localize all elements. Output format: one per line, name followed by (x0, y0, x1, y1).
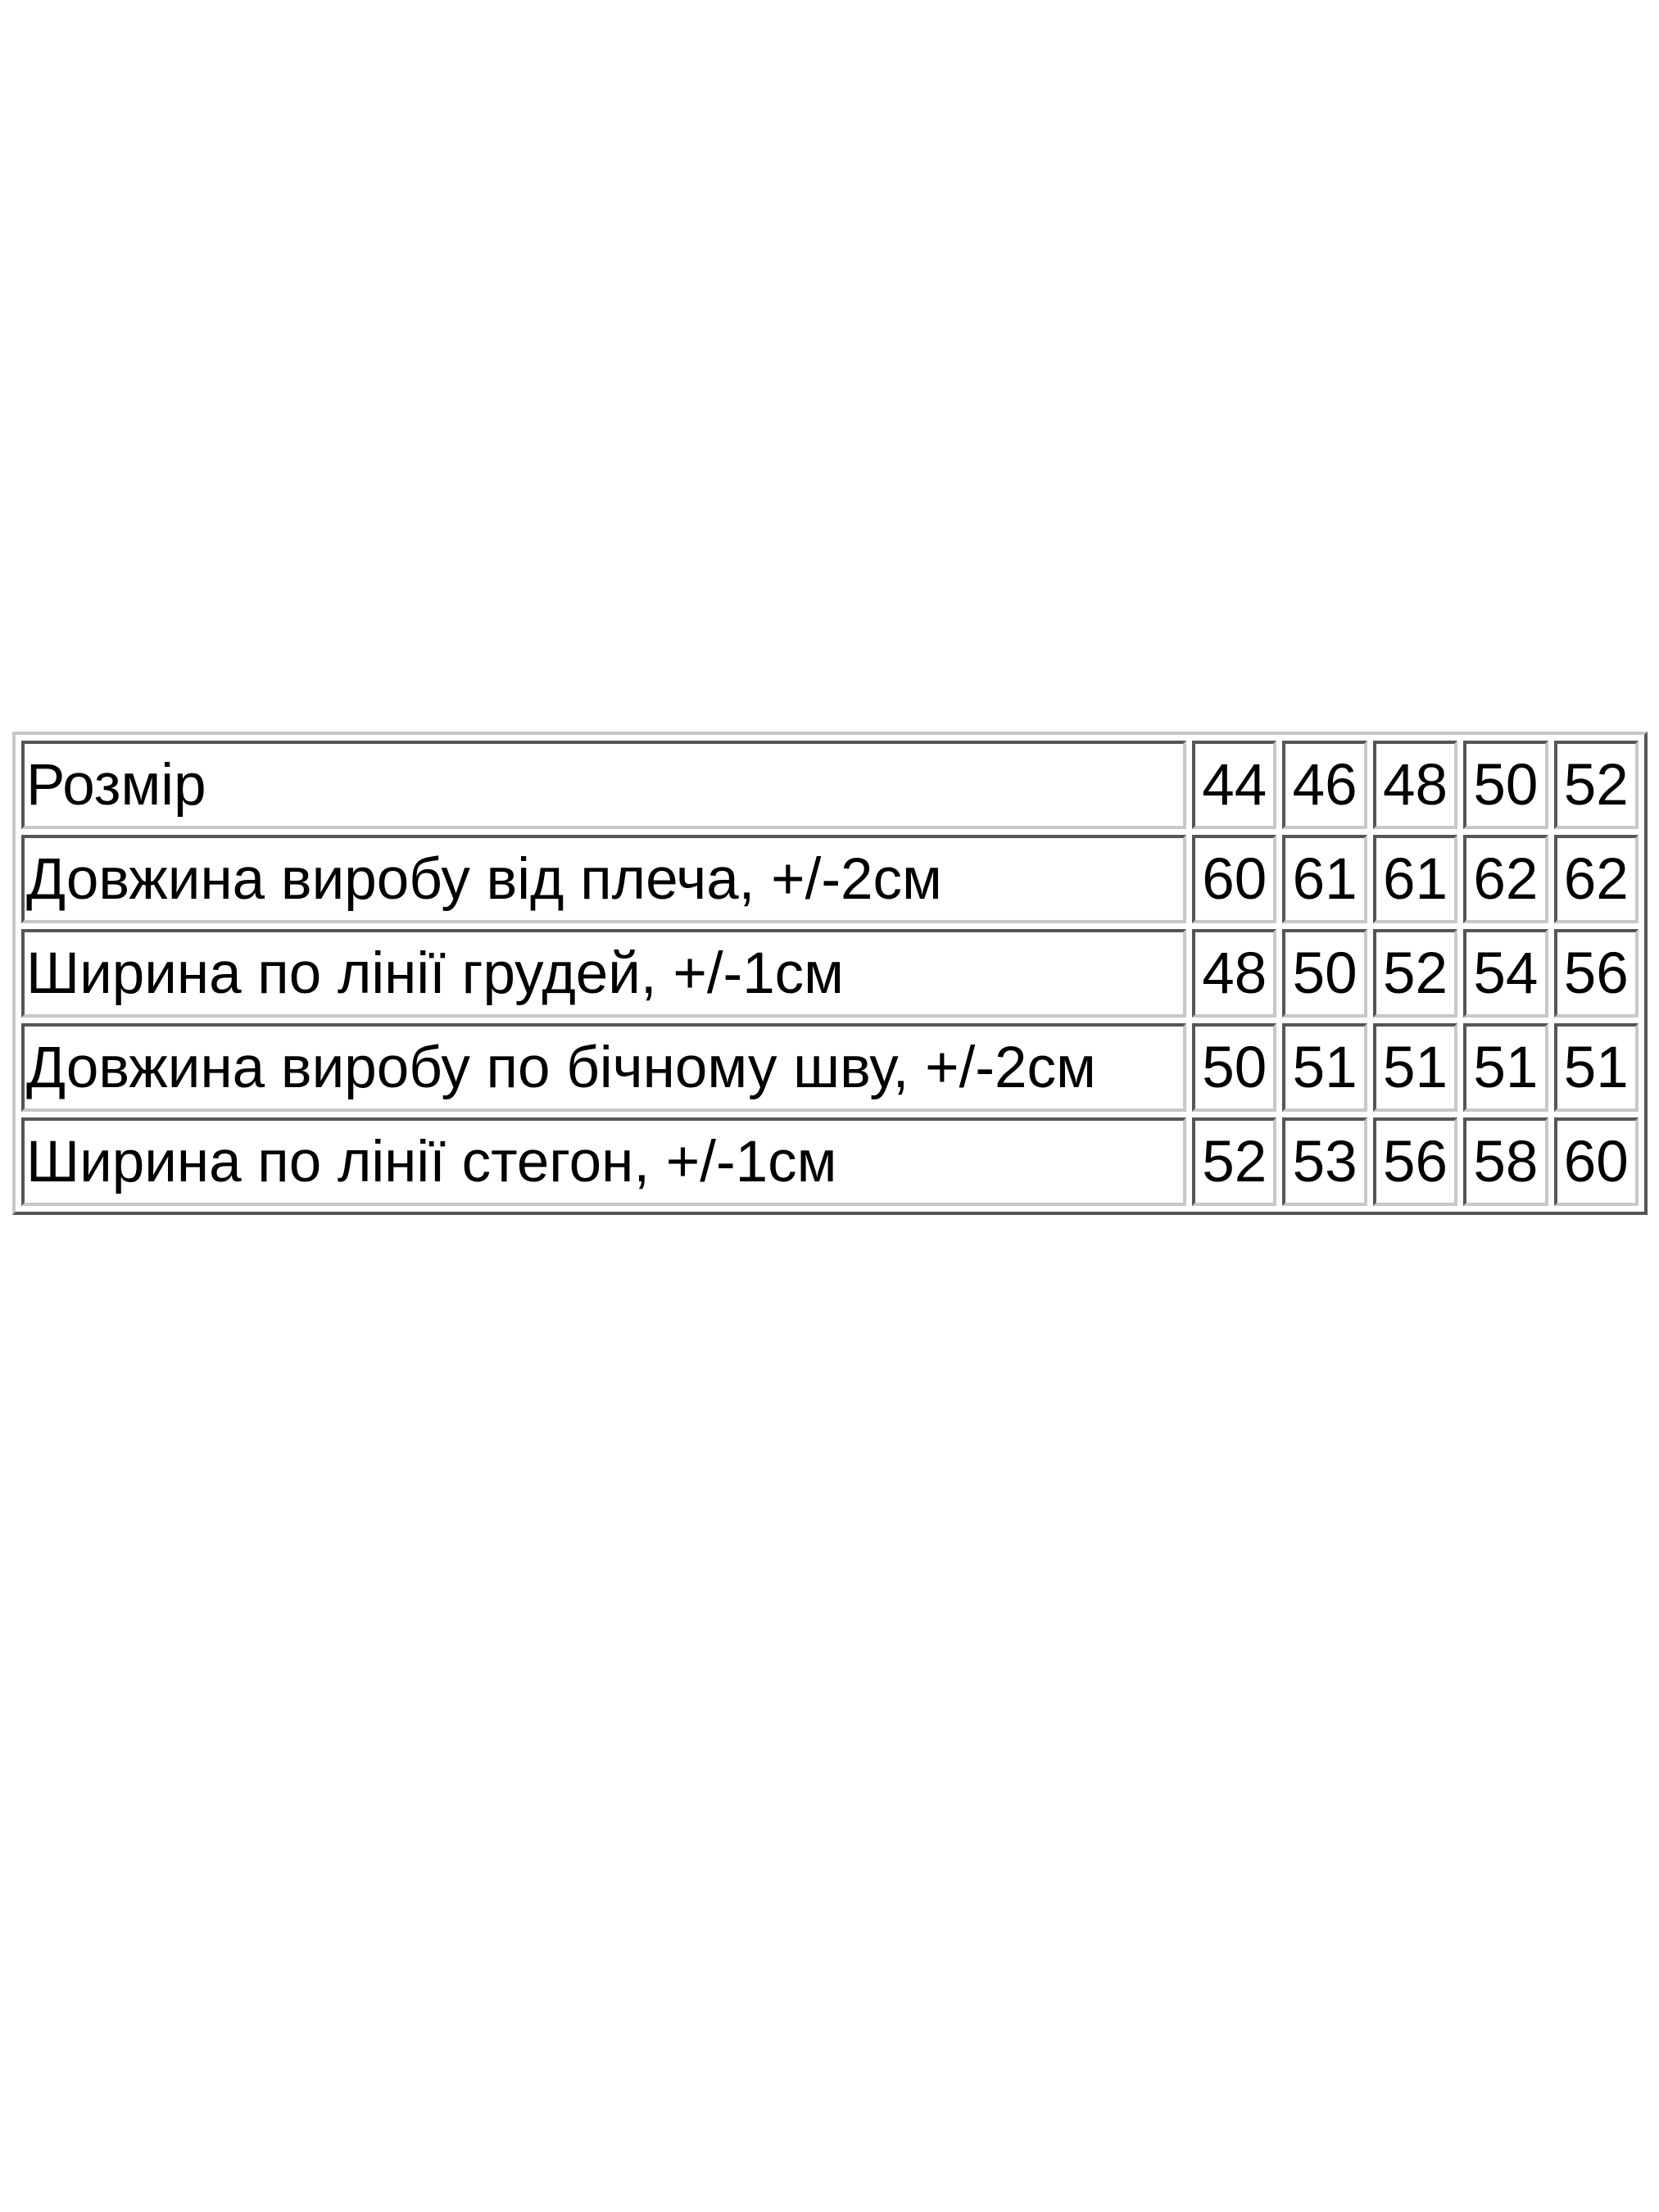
size-header-cell: 44 (1192, 741, 1277, 829)
row-label: Ширина по лінії стегон, +/-1см (21, 1117, 1186, 1206)
header-row: Розмір 44 46 48 50 52 (21, 741, 1639, 829)
size-header-cell: 48 (1372, 741, 1458, 829)
measurement-cell: 51 (1553, 1023, 1639, 1112)
measurement-cell: 51 (1463, 1023, 1548, 1112)
measurement-cell: 51 (1282, 1023, 1367, 1112)
measurement-cell: 61 (1282, 835, 1367, 923)
measurement-cell: 60 (1553, 1117, 1639, 1206)
size-header-cell: 46 (1282, 741, 1367, 829)
size-chart-table: Розмір 44 46 48 50 52 Довжина виробу від плеча… (12, 732, 1648, 1215)
measurement-cell: 53 (1282, 1117, 1367, 1206)
measurement-cell: 60 (1192, 835, 1277, 923)
measurement-cell: 56 (1372, 1117, 1458, 1206)
row-label: Довжина виробу від плеча, +/-2см (21, 835, 1186, 923)
size-header-cell: 52 (1553, 741, 1639, 829)
measurement-cell: 50 (1192, 1023, 1277, 1112)
measurement-cell: 62 (1463, 835, 1548, 923)
measurement-cell: 54 (1463, 929, 1548, 1018)
row-label: Довжина виробу по бічному шву, +/-2см (21, 1023, 1186, 1112)
table-row: Довжина виробу по бічному шву, +/-2см 50 5… (21, 1023, 1639, 1112)
measurement-cell: 52 (1372, 929, 1458, 1018)
measurement-cell: 62 (1553, 835, 1639, 923)
measurement-cell: 56 (1553, 929, 1639, 1018)
measurement-cell: 48 (1192, 929, 1277, 1018)
size-header-cell: 50 (1463, 741, 1548, 829)
measurement-cell: 61 (1372, 835, 1458, 923)
measurement-cell: 50 (1282, 929, 1367, 1018)
table-row: Ширина по лінії стегон, +/-1см 52 53 56 58 60 (21, 1117, 1639, 1206)
measurement-cell: 52 (1192, 1117, 1277, 1206)
table-row: Ширина по лінії грудей, +/-1см 48 50 52 54 56 (21, 929, 1639, 1018)
table-row: Довжина виробу від плеча, +/-2см 60 61 61 62… (21, 835, 1639, 923)
row-label: Ширина по лінії грудей, +/-1см (21, 929, 1186, 1018)
row-label: Розмір (21, 741, 1186, 829)
measurement-cell: 51 (1372, 1023, 1458, 1112)
measurement-cell: 58 (1463, 1117, 1548, 1206)
